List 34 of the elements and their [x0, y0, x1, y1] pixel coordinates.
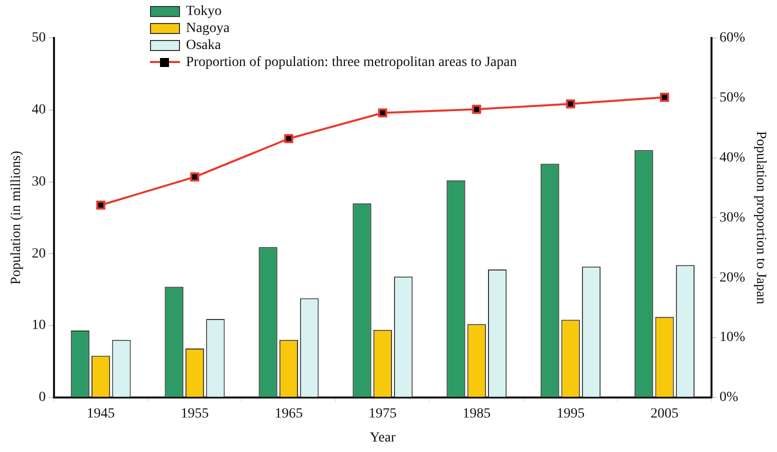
legend-label: Proportion of population: three metropolitan areas to Japan [186, 54, 517, 71]
x-tick-label: 1975 [368, 406, 397, 422]
legend-label: Nagoya [186, 20, 230, 37]
y2-tick-label: 60% [720, 30, 746, 46]
x-tick-label: 1965 [274, 406, 303, 422]
point [96, 200, 106, 210]
y-tick-label: 0 [38, 390, 46, 406]
point [378, 108, 388, 118]
point [660, 92, 670, 102]
y-tick-label: 30 [32, 174, 46, 190]
x-tick-label: 2005 [650, 406, 679, 422]
x-tick-label: 1955 [180, 406, 209, 422]
x-axis-title: Year [370, 430, 396, 446]
point [566, 99, 576, 108]
x-tick-label: 1995 [556, 406, 585, 422]
y2-tick-label: 20% [720, 270, 746, 286]
x-tick-label: 1945 [86, 406, 115, 422]
legend-label: Osaka [186, 37, 221, 54]
y2-tick-label: 50% [720, 90, 746, 106]
y-tick-label: 50 [32, 30, 46, 46]
y-axis-title: Population (in millions) [9, 150, 24, 285]
y-tick-label: 20 [32, 246, 46, 262]
y2-tick-label: 40% [720, 150, 746, 166]
legend-label: Tokyo [186, 3, 222, 20]
y2-tick-label: 10% [720, 330, 746, 346]
point [284, 134, 294, 144]
point [190, 172, 200, 182]
y-tick-label: 40 [32, 102, 46, 118]
y-tick-label: 10 [32, 318, 46, 334]
point [472, 104, 482, 114]
x-tick-label: 1985 [462, 406, 491, 422]
y2-axis-title: Population proportion to Japan [752, 131, 768, 304]
y2-tick-label: 0% [720, 390, 739, 406]
y2-tick-label: 30% [720, 210, 746, 226]
